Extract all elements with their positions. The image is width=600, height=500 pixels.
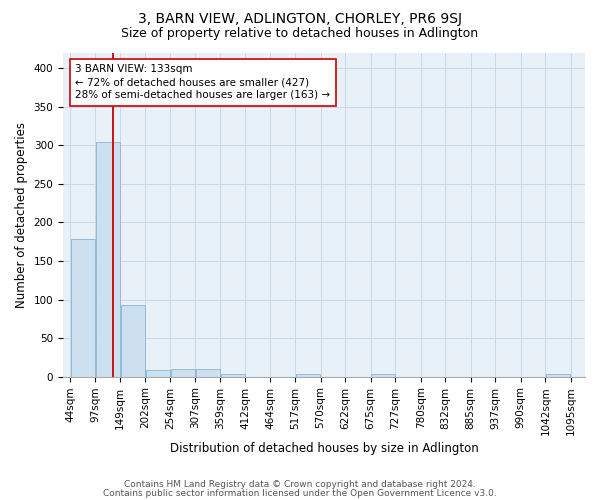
Bar — [121, 305, 145, 376]
Bar — [146, 370, 170, 376]
Y-axis label: Number of detached properties: Number of detached properties — [15, 122, 28, 308]
Bar — [170, 369, 195, 376]
Bar — [546, 374, 571, 376]
Bar — [196, 369, 220, 376]
Bar — [96, 142, 120, 376]
Text: 3, BARN VIEW, ADLINGTON, CHORLEY, PR6 9SJ: 3, BARN VIEW, ADLINGTON, CHORLEY, PR6 9S… — [138, 12, 462, 26]
Text: 3 BARN VIEW: 133sqm
← 72% of detached houses are smaller (427)
28% of semi-detac: 3 BARN VIEW: 133sqm ← 72% of detached ho… — [76, 64, 331, 100]
Bar — [296, 374, 320, 376]
Text: Size of property relative to detached houses in Adlington: Size of property relative to detached ho… — [121, 28, 479, 40]
Text: Contains public sector information licensed under the Open Government Licence v3: Contains public sector information licen… — [103, 489, 497, 498]
Bar — [71, 240, 95, 376]
Bar — [221, 374, 245, 376]
X-axis label: Distribution of detached houses by size in Adlington: Distribution of detached houses by size … — [170, 442, 478, 455]
Bar — [371, 374, 395, 376]
Text: Contains HM Land Registry data © Crown copyright and database right 2024.: Contains HM Land Registry data © Crown c… — [124, 480, 476, 489]
